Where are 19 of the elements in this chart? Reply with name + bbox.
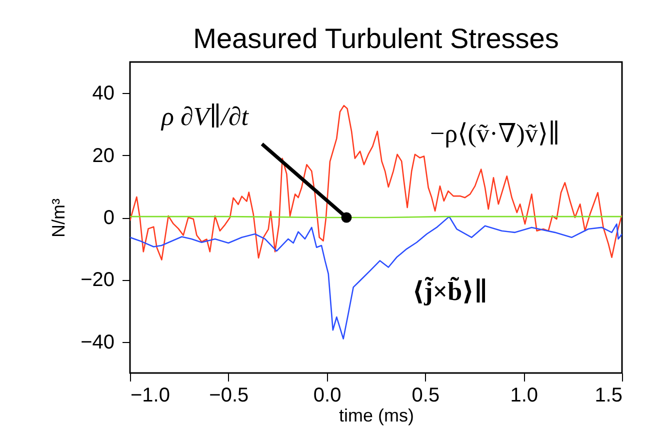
x-tick-label: −0.5 — [209, 384, 249, 406]
line-series — [130, 104, 622, 260]
x-tick-label: 1.0 — [510, 384, 538, 406]
line-series — [130, 216, 622, 340]
y-tick-label: −20 — [80, 269, 114, 292]
x-tick-label: −1.0 — [130, 384, 170, 406]
x-axis-title: time (ms) — [339, 406, 414, 426]
annotation: ρ ∂V∥/∂t — [160, 102, 250, 131]
y-tick-label: 40 — [92, 82, 114, 105]
x-tick-label: 0.5 — [412, 384, 440, 406]
y-tick-label: −40 — [80, 331, 114, 354]
chart-title: Measured Turbulent Stresses — [193, 23, 559, 54]
series-label: ⟨j̃×b̃⟩∥ — [412, 276, 488, 306]
y-tick-label: 20 — [92, 144, 114, 167]
x-tick-label: 1.5 — [594, 384, 622, 406]
x-tick-label: 0.0 — [313, 384, 342, 406]
y-axis-title: N/m³ — [48, 198, 69, 238]
y-tick-label: 0 — [103, 207, 114, 229]
series-label: −ρ⟨(ṽ·∇)ṽ⟩∥ — [430, 119, 560, 148]
